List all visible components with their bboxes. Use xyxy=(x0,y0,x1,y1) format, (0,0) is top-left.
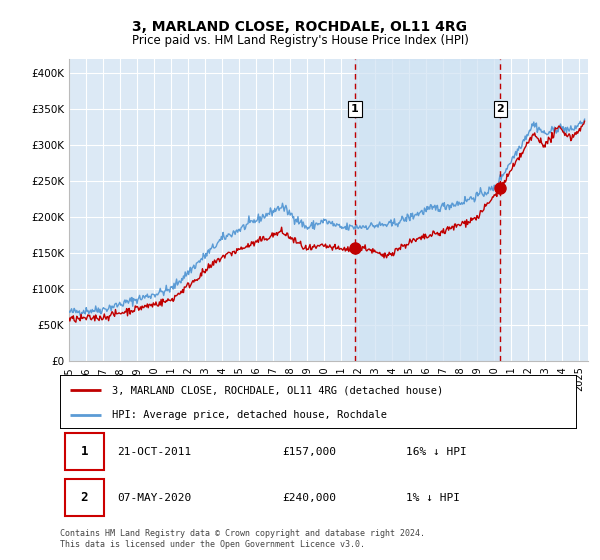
Text: 2: 2 xyxy=(496,104,504,114)
Text: 1: 1 xyxy=(351,104,359,114)
Text: 3, MARLAND CLOSE, ROCHDALE, OL11 4RG: 3, MARLAND CLOSE, ROCHDALE, OL11 4RG xyxy=(133,20,467,34)
Text: 3, MARLAND CLOSE, ROCHDALE, OL11 4RG (detached house): 3, MARLAND CLOSE, ROCHDALE, OL11 4RG (de… xyxy=(112,385,443,395)
Text: 21-OCT-2011: 21-OCT-2011 xyxy=(117,446,191,456)
Text: HPI: Average price, detached house, Rochdale: HPI: Average price, detached house, Roch… xyxy=(112,410,386,420)
Text: 2: 2 xyxy=(80,491,88,504)
Bar xyxy=(355,59,500,361)
Text: £240,000: £240,000 xyxy=(282,493,336,503)
Text: Price paid vs. HM Land Registry's House Price Index (HPI): Price paid vs. HM Land Registry's House … xyxy=(131,34,469,46)
FancyBboxPatch shape xyxy=(65,479,104,516)
Text: 1% ↓ HPI: 1% ↓ HPI xyxy=(406,493,460,503)
Text: 1: 1 xyxy=(80,445,88,458)
Text: Contains HM Land Registry data © Crown copyright and database right 2024.
This d: Contains HM Land Registry data © Crown c… xyxy=(60,529,425,549)
Text: 07-MAY-2020: 07-MAY-2020 xyxy=(117,493,191,503)
Text: 16% ↓ HPI: 16% ↓ HPI xyxy=(406,446,466,456)
FancyBboxPatch shape xyxy=(65,433,104,470)
Text: £157,000: £157,000 xyxy=(282,446,336,456)
